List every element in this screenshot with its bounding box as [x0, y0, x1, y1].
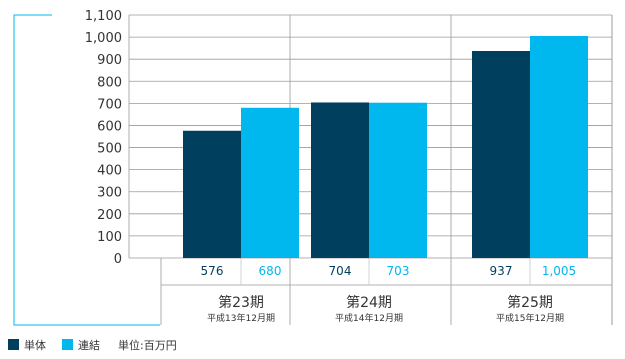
- value-label: 704: [329, 264, 352, 278]
- value-label: 576: [201, 264, 224, 278]
- y-tick-label: 700: [97, 97, 122, 112]
- y-tick-label: 600: [97, 119, 122, 134]
- category-subtitle: 平成15年12月期: [496, 312, 564, 324]
- value-label: 1,005: [542, 264, 576, 278]
- value-label: 937: [490, 264, 513, 278]
- unit-note: 単位:百万円: [118, 338, 177, 352]
- y-tick-label: 0: [114, 252, 122, 267]
- legend: 単体 連結 単位:百万円: [8, 338, 177, 352]
- bar-単体-第25期: [472, 51, 530, 259]
- legend-swatch: [8, 339, 19, 350]
- bar-連結-第24期: [369, 102, 427, 258]
- bar-単体-第23期: [183, 130, 241, 258]
- y-tick-label: 300: [97, 186, 122, 201]
- y-axis: 0 100 200 300 400 500 600 700 800 900 1,000 1,100: [85, 9, 122, 267]
- y-tick-label: 500: [97, 142, 122, 157]
- frame-bracket: [13, 14, 160, 326]
- bar-連結-第25期: [530, 35, 588, 259]
- category-label: 第24期: [346, 294, 392, 311]
- category-subtitle: 平成14年12月期: [335, 312, 403, 324]
- chart-frame: [13, 14, 160, 326]
- bars: [183, 35, 588, 259]
- y-tick-label: 200: [97, 208, 122, 223]
- y-tick-label: 900: [97, 53, 122, 68]
- y-tick-label: 1,000: [85, 31, 122, 46]
- legend-label: 単体: [24, 338, 46, 352]
- y-tick-label: 400: [97, 164, 122, 179]
- value-label: 680: [259, 264, 282, 278]
- legend-label: 連結: [78, 338, 100, 352]
- y-tick-label: 100: [97, 230, 122, 245]
- category-label: 第23期: [218, 294, 264, 311]
- y-tick-label: 1,100: [85, 9, 122, 24]
- y-tick-label: 800: [97, 75, 122, 90]
- category-subtitle: 平成13年12月期: [207, 312, 275, 324]
- value-label: 703: [387, 264, 410, 278]
- bar-連結-第23期: [241, 107, 299, 258]
- legend-swatch: [62, 339, 73, 350]
- category-label: 第25期: [507, 294, 553, 311]
- bar-単体-第24期: [311, 102, 369, 258]
